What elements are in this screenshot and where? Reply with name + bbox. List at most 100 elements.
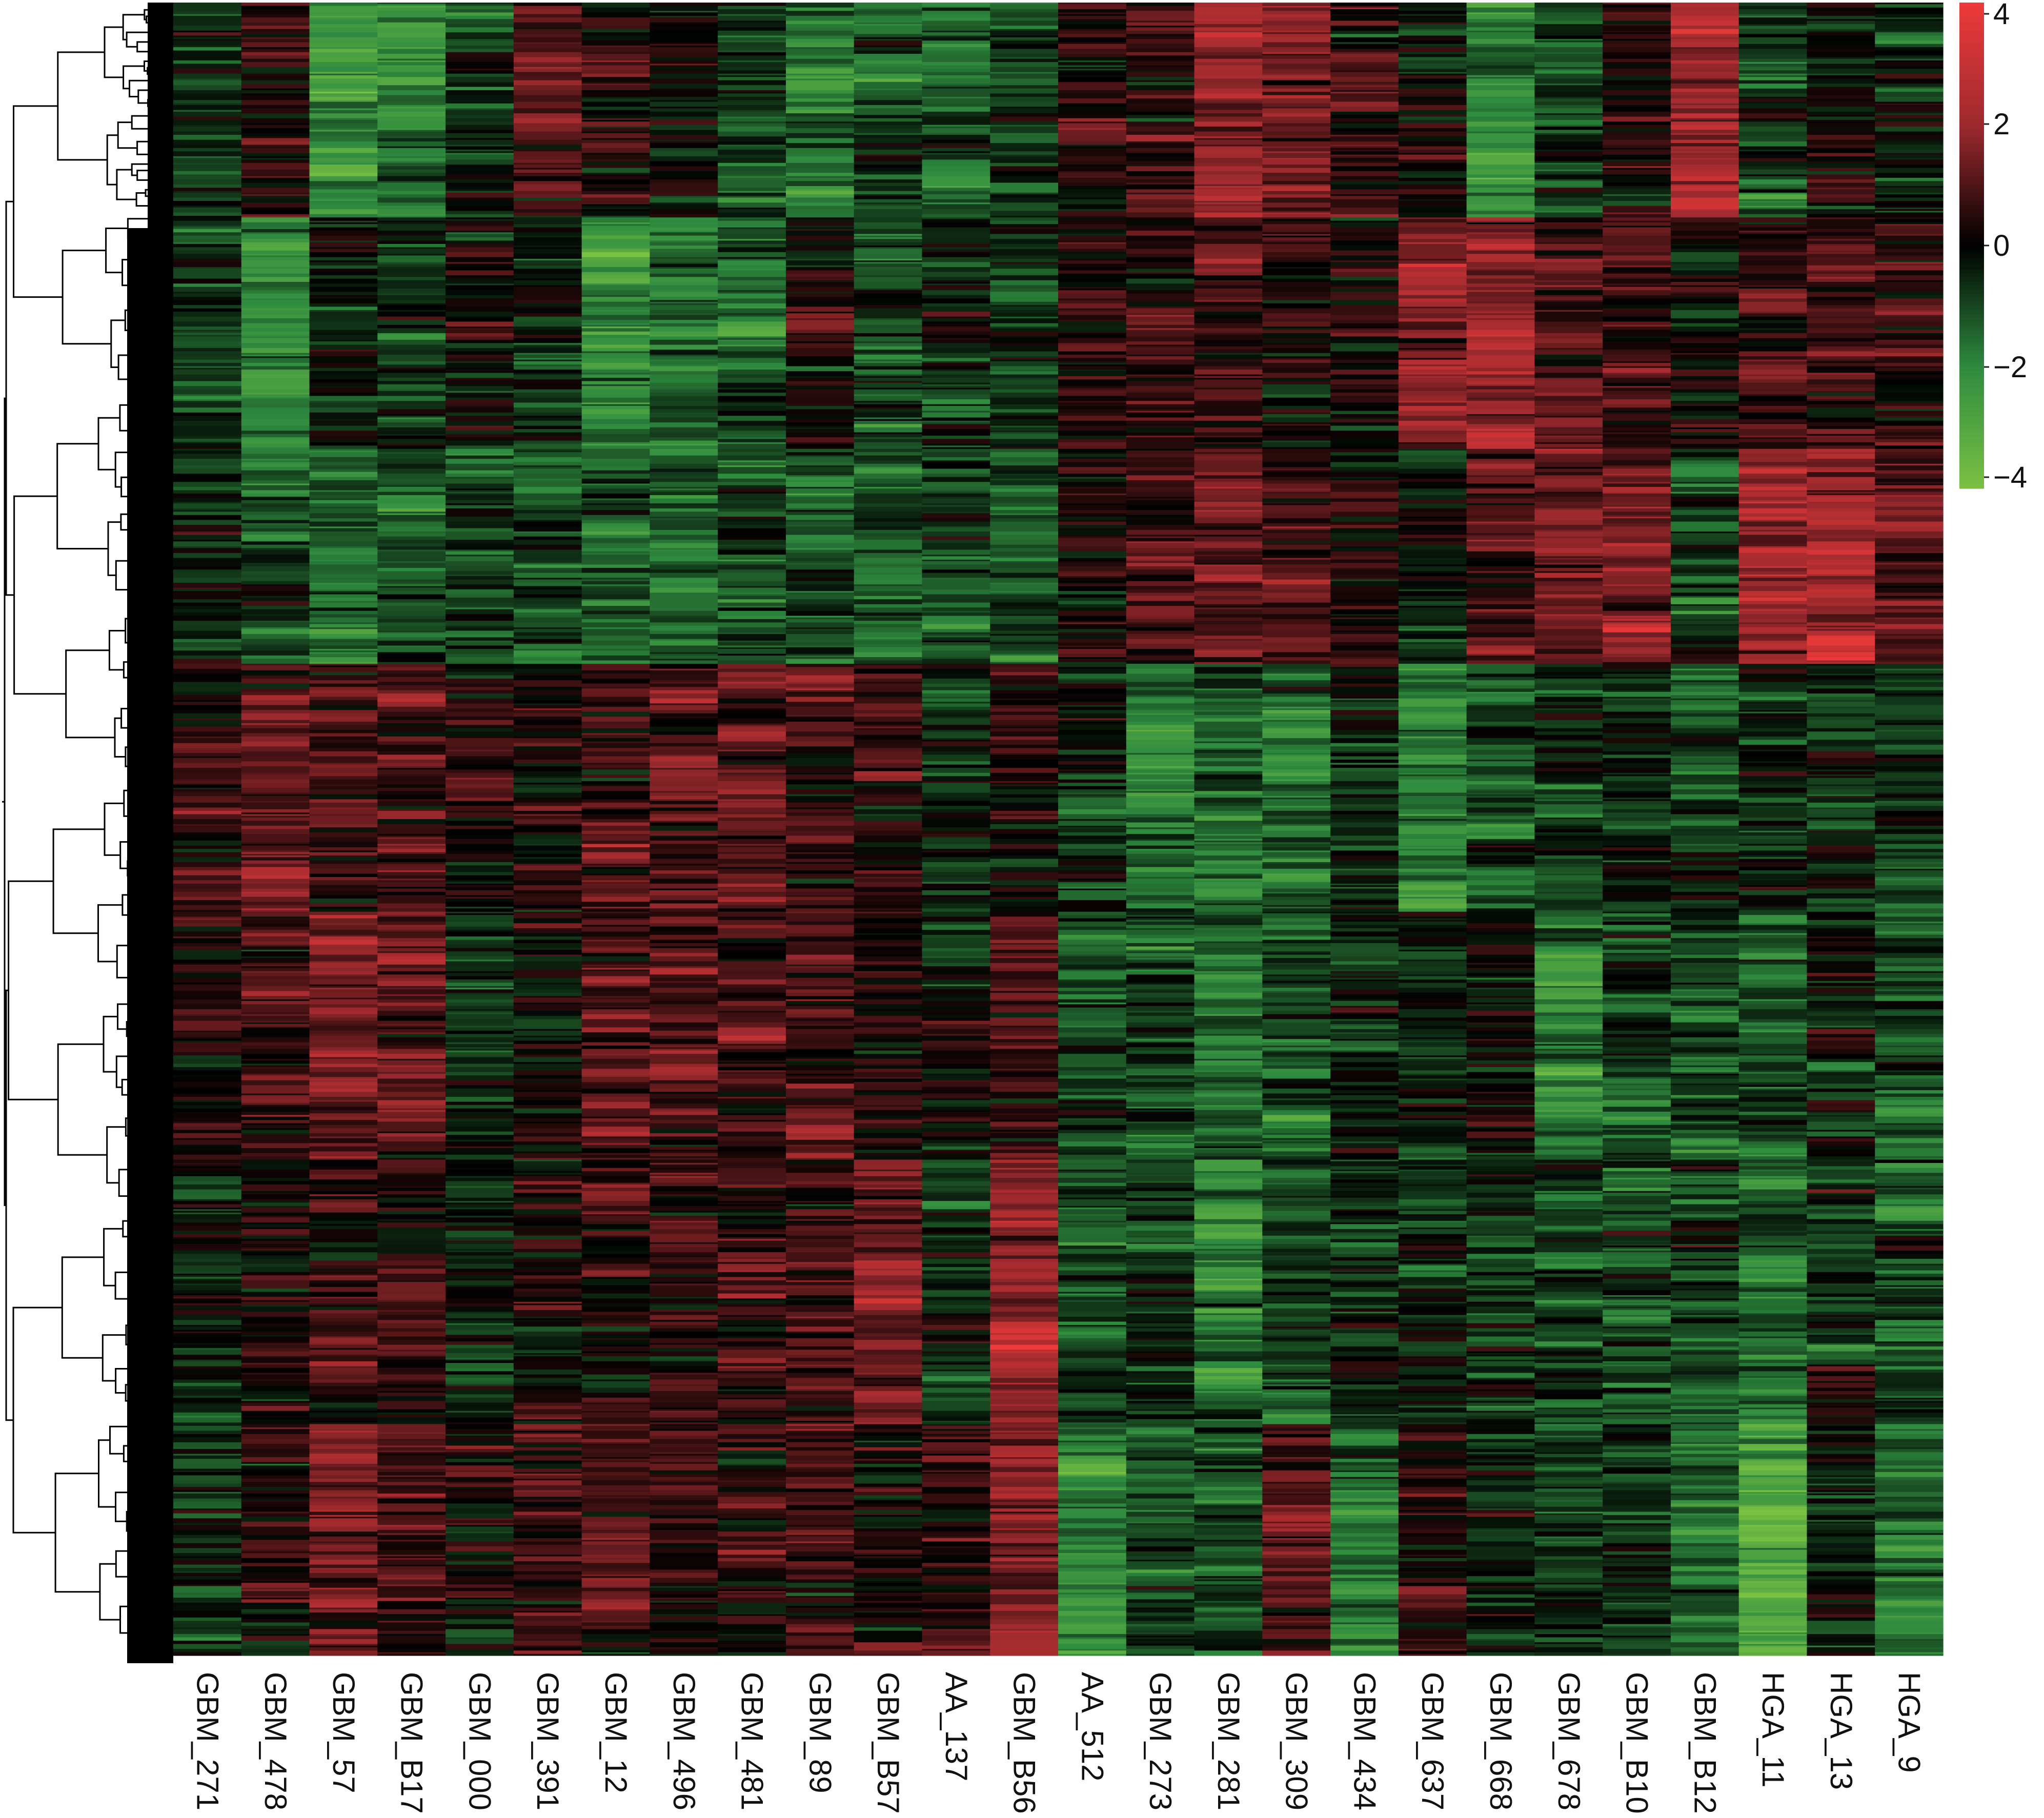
heatmap-cell — [1330, 359, 1399, 363]
heatmap-cell — [1670, 139, 1739, 144]
heatmap-cell — [922, 72, 990, 76]
heatmap-cell — [581, 165, 650, 169]
heatmap-cell — [650, 101, 718, 107]
heatmap-cell — [377, 229, 446, 231]
heatmap-cell — [1534, 301, 1603, 305]
heatmap-cell — [1330, 455, 1399, 461]
heatmap-cell — [1262, 88, 1331, 92]
heatmap-cell — [1738, 369, 1808, 375]
heatmap-cell — [1126, 351, 1195, 355]
heatmap-cell — [173, 85, 242, 91]
heatmap-cell — [309, 474, 378, 478]
heatmap-cell — [650, 324, 718, 327]
heatmap-cell — [1875, 4, 1944, 8]
heatmap-cell — [1194, 136, 1263, 139]
heatmap-cell — [922, 267, 990, 273]
heatmap-cell — [581, 498, 650, 501]
heatmap-cell — [446, 307, 514, 312]
heatmap-cell — [1738, 409, 1808, 413]
heatmap-cell — [1534, 387, 1603, 390]
heatmap-cell — [1807, 417, 1875, 423]
heatmap-cell — [990, 439, 1059, 444]
heatmap-cell — [1738, 447, 1808, 450]
heatmap-cell — [922, 151, 990, 154]
heatmap-cell — [1466, 275, 1535, 279]
heatmap-cell — [173, 111, 242, 117]
heatmap-cell — [1670, 119, 1739, 122]
heatmap-cell — [1466, 401, 1535, 405]
heatmap-cell — [785, 128, 855, 134]
heatmap-cell — [785, 58, 855, 64]
heatmap-cell — [241, 214, 310, 216]
heatmap-cell — [1534, 165, 1603, 170]
heatmap-cell — [581, 283, 650, 286]
heatmap-cell — [922, 521, 990, 527]
heatmap-cell — [922, 536, 990, 540]
heatmap-cell — [1807, 407, 1875, 410]
heatmap-cell — [1670, 405, 1739, 412]
heatmap-cell — [309, 341, 378, 345]
heatmap-cell — [922, 632, 990, 635]
heatmap-cell — [650, 182, 718, 187]
heatmap-cell — [1534, 442, 1603, 444]
heatmap-cell — [173, 609, 242, 613]
heatmap-cell — [309, 548, 378, 552]
heatmap-cell — [718, 158, 786, 164]
heatmap-cell — [718, 270, 786, 274]
heatmap-cell — [1194, 636, 1263, 640]
heatmap-cell — [1603, 176, 1671, 180]
heatmap-cell — [1262, 47, 1331, 53]
heatmap-cell — [650, 64, 718, 66]
heatmap-cell — [1330, 339, 1399, 343]
heatmap-cell — [650, 12, 718, 16]
heatmap-cell — [1534, 407, 1603, 413]
heatmap-cell — [718, 634, 786, 638]
heatmap-cell — [309, 330, 378, 334]
heatmap-cell — [241, 84, 310, 89]
heatmap-cell — [1126, 634, 1195, 640]
heatmap-cell — [854, 373, 923, 375]
heatmap-cell — [1603, 174, 1671, 177]
heatmap-cell — [581, 335, 650, 339]
heatmap-cell — [446, 637, 514, 641]
heatmap-cell — [1058, 130, 1127, 132]
heatmap-cell — [1875, 249, 1944, 253]
heatmap-cell — [1603, 283, 1671, 286]
heatmap-cell — [377, 532, 446, 534]
heatmap-cell — [581, 429, 650, 435]
heatmap-cell — [854, 442, 923, 446]
heatmap-cell — [990, 371, 1059, 375]
heatmap-cell — [1262, 501, 1331, 504]
heatmap-cell — [1262, 207, 1331, 211]
heatmap-cell — [718, 22, 786, 28]
heatmap-cell — [1330, 145, 1399, 147]
heatmap-cell — [854, 260, 923, 262]
heatmap-cell — [173, 573, 242, 578]
heatmap-cell — [718, 581, 786, 587]
heatmap-cell — [309, 292, 378, 296]
heatmap-cell — [446, 625, 514, 628]
heatmap-cell — [1466, 4, 1535, 7]
heatmap-cell — [718, 546, 786, 548]
heatmap-cell — [785, 610, 855, 617]
heatmap-cell — [513, 457, 582, 463]
heatmap-cell — [718, 265, 786, 269]
heatmap-cell — [1058, 182, 1127, 187]
heatmap-cell — [1466, 38, 1535, 45]
heatmap-cell — [1262, 313, 1331, 319]
heatmap-cell — [1875, 207, 1944, 210]
heatmap-cell — [241, 260, 310, 262]
heatmap-cell — [1194, 212, 1263, 218]
heatmap-cell — [718, 498, 786, 501]
heatmap-cell — [922, 7, 990, 11]
heatmap-cell — [446, 159, 514, 165]
heatmap-cell — [785, 384, 855, 386]
heatmap-cell — [1807, 374, 1875, 380]
heatmap-cell — [1534, 35, 1603, 39]
heatmap-cell — [1398, 220, 1467, 223]
heatmap-cell — [922, 227, 990, 233]
heatmap-cell — [1875, 101, 1944, 104]
heatmap-cell — [1670, 53, 1739, 58]
heatmap-cell — [446, 361, 514, 363]
heatmap-cell — [241, 80, 310, 84]
